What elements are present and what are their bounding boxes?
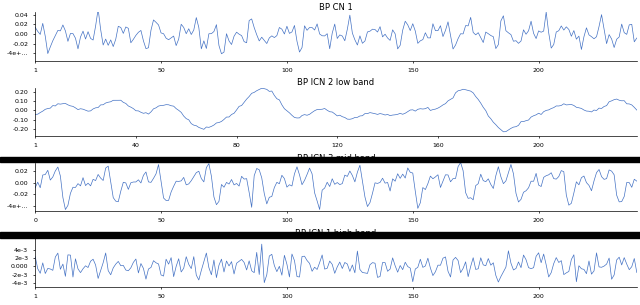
Title: BP CN 1: BP CN 1 xyxy=(319,3,353,12)
Title: BP ICN 3 mid band: BP ICN 3 mid band xyxy=(296,154,376,163)
Title: BP ICN 1 high band: BP ICN 1 high band xyxy=(296,229,376,238)
Title: BP ICN 2 low band: BP ICN 2 low band xyxy=(298,78,374,88)
